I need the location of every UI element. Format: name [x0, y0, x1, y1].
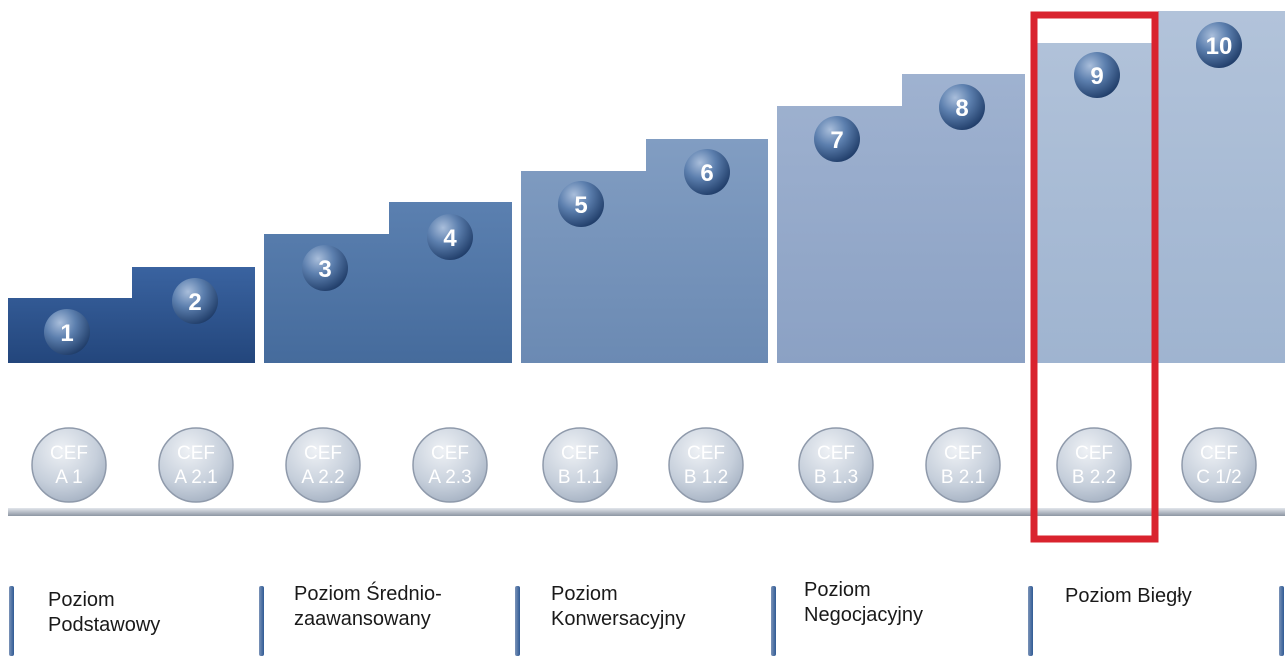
- level-label-line1: Poziom: [551, 583, 618, 605]
- step-ball-3: 3: [302, 245, 348, 291]
- step-ball-1: 1: [44, 309, 90, 355]
- step-number: 4: [443, 225, 457, 252]
- svg-text:B 1.1: B 1.1: [558, 467, 602, 488]
- cef-circle-4: CEF A 2.3: [412, 427, 488, 503]
- step-ball-5: 5: [558, 181, 604, 227]
- step-block-group-2: [264, 202, 512, 363]
- level-label-1: Poziom Podstawowy: [48, 582, 268, 652]
- step-number: 6: [700, 160, 713, 187]
- svg-text:B 1.3: B 1.3: [814, 467, 858, 488]
- svg-text:CEF: CEF: [561, 443, 599, 464]
- svg-text:CEF: CEF: [1200, 443, 1238, 464]
- level-label-line2: Podstawowy: [48, 614, 161, 636]
- step-ball-6: 6: [684, 149, 730, 195]
- svg-text:A 2.1: A 2.1: [174, 467, 217, 488]
- cef-circle-3: CEF A 2.2: [285, 427, 361, 503]
- baseline-bar: [8, 508, 1285, 516]
- svg-text:CEF: CEF: [1075, 443, 1113, 464]
- level-label-line1: Poziom: [804, 579, 871, 601]
- svg-text:CEF: CEF: [944, 443, 982, 464]
- level-label-line1: Poziom Średnio-: [294, 583, 442, 605]
- level-marker-2: [259, 586, 264, 656]
- level-label-2: Poziom Średnio- zaawansowany: [294, 582, 514, 652]
- step-number: 9: [1090, 63, 1103, 90]
- level-label-line1: Poziom Biegły: [1065, 585, 1192, 607]
- level-label-4: Poziom Negocjacyjny: [804, 579, 1024, 652]
- level-marker-3: [515, 586, 520, 656]
- svg-text:CEF: CEF: [177, 443, 215, 464]
- step-block-group-1: [8, 267, 255, 363]
- svg-text:CEF: CEF: [304, 443, 342, 464]
- level-marker-6: [1279, 586, 1284, 656]
- svg-text:CEF: CEF: [50, 443, 88, 464]
- cef-circle-10: CEF C 1/2: [1181, 427, 1257, 503]
- svg-text:A 1: A 1: [55, 467, 82, 488]
- svg-text:A 2.3: A 2.3: [428, 467, 471, 488]
- level-label-3: Poziom Konwersacyjny: [551, 582, 771, 652]
- cef-circle-2: CEF A 2.1: [158, 427, 234, 503]
- step-ball-9: 9: [1074, 52, 1120, 98]
- cef-circle-6: CEF B 1.2: [668, 427, 744, 503]
- step-ball-10: 10: [1196, 22, 1242, 68]
- svg-text:B 2.1: B 2.1: [941, 467, 985, 488]
- step-ball-8: 8: [939, 84, 985, 130]
- svg-text:CEF: CEF: [687, 443, 725, 464]
- step-number: 8: [955, 95, 968, 122]
- step-block-group-3: [521, 139, 768, 363]
- cef-circle-5: CEF B 1.1: [542, 427, 618, 503]
- level-label-line2: Konwersacyjny: [551, 608, 686, 630]
- cef-circle-9: CEF B 2.2: [1056, 427, 1132, 503]
- level-label-line2: Negocjacyjny: [804, 604, 923, 626]
- step-ball-4: 4: [427, 214, 473, 260]
- svg-text:A 2.2: A 2.2: [301, 467, 344, 488]
- cef-circle-1: CEF A 1: [31, 427, 107, 503]
- step-number: 5: [574, 192, 587, 219]
- level-marker-5: [1028, 586, 1033, 656]
- svg-text:B 1.2: B 1.2: [684, 467, 728, 488]
- svg-text:CEF: CEF: [431, 443, 469, 464]
- level-label-5: Poziom Biegły: [1065, 582, 1285, 652]
- level-label-line1: Poziom: [48, 589, 115, 611]
- level-marker-4: [771, 586, 776, 656]
- step-ball-7: 7: [814, 116, 860, 162]
- level-label-line2: zaawansowany: [294, 608, 431, 630]
- svg-text:B 2.2: B 2.2: [1072, 467, 1116, 488]
- level-marker-1: [9, 586, 14, 656]
- svg-text:CEF: CEF: [817, 443, 855, 464]
- step-number: 10: [1206, 33, 1233, 60]
- step-number: 3: [318, 256, 331, 283]
- step-number: 2: [188, 289, 201, 316]
- svg-text:C 1/2: C 1/2: [1196, 467, 1241, 488]
- highlight-frame-step-9: [1030, 11, 1159, 543]
- step-number: 1: [60, 320, 73, 347]
- cef-circle-7: CEF B 1.3: [798, 427, 874, 503]
- step-number: 7: [830, 127, 843, 154]
- step-ball-2: 2: [172, 278, 218, 324]
- step-block-group-4: [777, 74, 1025, 363]
- step-block-group-5: [1034, 11, 1285, 363]
- cef-circle-8: CEF B 2.1: [925, 427, 1001, 503]
